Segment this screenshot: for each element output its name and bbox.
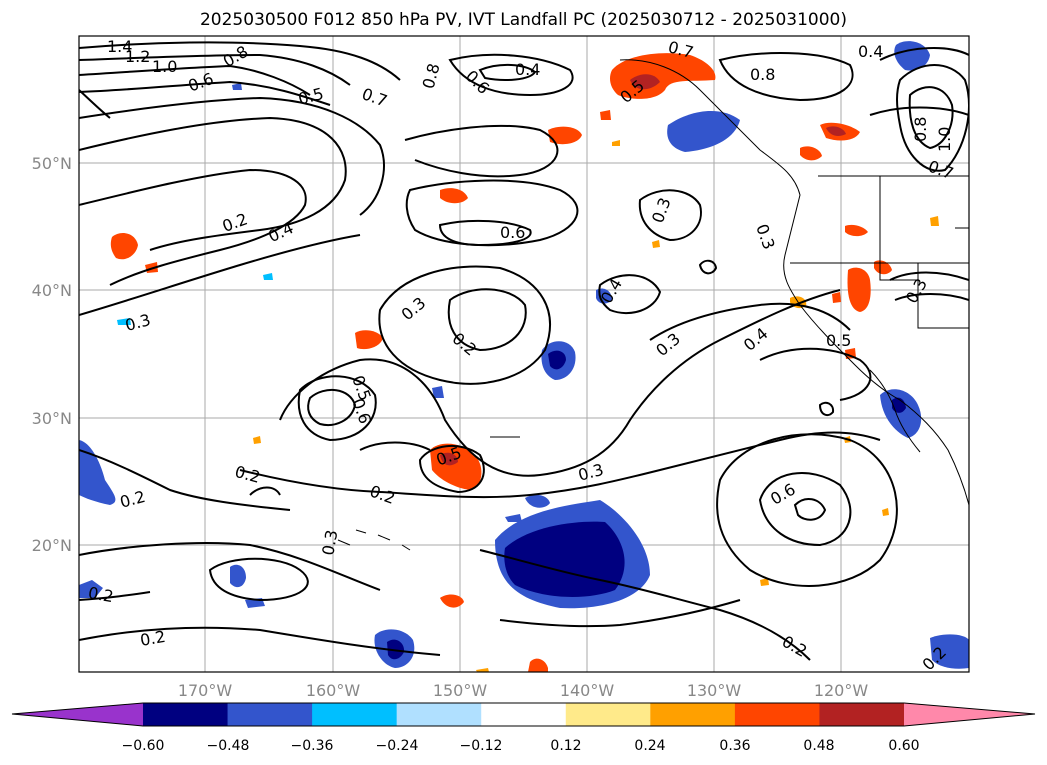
contour-label: 0.2 <box>87 583 115 606</box>
map-border <box>78 35 970 673</box>
positive-shading <box>110 53 939 672</box>
contour-label: 0.8 <box>750 65 775 84</box>
coastlines <box>337 59 969 551</box>
colorbar-tick-labels: −0.60 −0.48 −0.36 −0.24 −0.12 0.12 0.24 … <box>122 738 920 754</box>
colorbar-segment <box>481 703 567 726</box>
colorbar-segment <box>819 703 905 726</box>
contour-label: 0.2 <box>139 627 167 650</box>
colorbar-extend-high <box>904 703 1035 726</box>
colorbar <box>11 702 1036 727</box>
colorbar-tick: −0.36 <box>291 738 334 754</box>
lat-label-20n: 20°N <box>32 536 72 555</box>
colorbar-tick: −0.48 <box>207 738 250 754</box>
lon-label-140w: 140°W <box>560 681 615 700</box>
contour-label: 0.3 <box>318 528 341 556</box>
lat-label-40n: 40°N <box>32 281 72 300</box>
colorbar-tick: −0.24 <box>376 738 419 754</box>
contour-label: 0.4 <box>515 60 540 79</box>
colorbar-segment <box>650 703 736 726</box>
colorbar-segment <box>734 703 820 726</box>
colorbar-segment <box>565 703 651 726</box>
contour-label: 0.4 <box>858 42 883 61</box>
contour-label: 0.6 <box>500 223 525 242</box>
map-title: 2025030500 F012 850 hPa PV, IVT Landfall… <box>199 10 847 30</box>
colorbar-extend-low <box>12 703 143 726</box>
pv-contours <box>79 41 969 661</box>
lat-label-50n: 50°N <box>32 154 72 173</box>
colorbar-segment <box>227 703 313 726</box>
lon-label-160w: 160°W <box>306 681 361 700</box>
contour-label: 1.0 <box>152 57 177 76</box>
contour-label: 0.5 <box>826 331 851 350</box>
lat-label-30n: 30°N <box>32 409 72 428</box>
contour-label: 1.0 <box>935 127 954 152</box>
colorbar-tick: −0.60 <box>122 738 165 754</box>
colorbar-tick: 0.36 <box>719 738 750 754</box>
colorbar-tick: 0.24 <box>634 738 665 754</box>
colorbar-tick: −0.12 <box>460 738 503 754</box>
lon-label-130w: 130°W <box>687 681 742 700</box>
contour-label: 0.8 <box>911 117 930 142</box>
latitude-labels: 50°N 40°N 30°N 20°N <box>32 154 72 555</box>
colorbar-segment <box>312 703 398 726</box>
colorbar-segments <box>143 703 905 726</box>
colorbar-tick: 0.60 <box>888 738 919 754</box>
colorbar-tick: 0.48 <box>803 738 834 754</box>
colorbar-segment <box>143 703 229 726</box>
lon-label-150w: 150°W <box>433 681 488 700</box>
negative-shading <box>79 41 969 669</box>
lon-label-120w: 120°W <box>814 681 869 700</box>
gridlines <box>79 36 969 672</box>
colorbar-tick: 0.12 <box>550 738 581 754</box>
contour-label: 1.4 <box>107 37 132 56</box>
lon-label-170w: 170°W <box>178 681 233 700</box>
longitude-labels: 170°W 160°W 150°W 140°W 130°W 120°W <box>178 681 869 700</box>
colorbar-segment <box>396 703 482 726</box>
contour-label: 1.2 <box>125 47 150 66</box>
